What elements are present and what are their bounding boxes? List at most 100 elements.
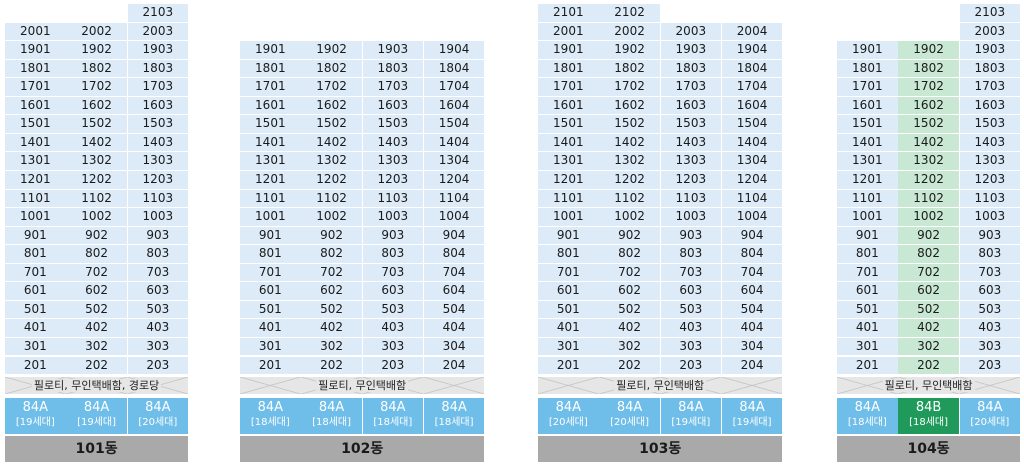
unit-cell: 1203 [127, 171, 189, 189]
unit-cell: 2003 [660, 22, 722, 41]
unit-cell: 804 [423, 245, 485, 263]
unit-cell: 1302 [599, 152, 660, 170]
unit-type-label: 84A [678, 400, 704, 415]
unit-type-label: 84A [977, 400, 1003, 415]
unit-cell: 1201 [5, 171, 66, 189]
unit-cell: 303 [959, 337, 1021, 356]
unit-cell: 803 [959, 245, 1021, 263]
unit-cell: 702 [66, 263, 127, 282]
unit-cell: 1302 [898, 152, 959, 170]
unit-cell: 602 [301, 282, 362, 300]
piloti-row: 필로티, 무인택배함 [538, 377, 783, 394]
household-count: [20세대] [138, 417, 178, 428]
unit-cell: 201 [5, 356, 66, 375]
unit-cell: 801 [240, 245, 301, 263]
unit-cell: 501 [240, 300, 301, 319]
building-name: 101동 [5, 436, 189, 462]
unit-cell: 1503 [127, 115, 189, 133]
unit-cell: 902 [66, 226, 127, 245]
unit-cell: 1003 [362, 208, 424, 226]
unit-cell: 1303 [362, 152, 424, 170]
unit-cell: 1201 [837, 171, 898, 189]
unit-cell: 903 [660, 226, 722, 245]
unit-cell: 303 [362, 337, 424, 356]
unit-cell: 1901 [240, 41, 301, 59]
unit-cell: 203 [660, 356, 722, 375]
unit-type-label: 84A [318, 400, 345, 415]
unit-cell: 2004 [721, 22, 783, 41]
unit-cell: 704 [423, 263, 485, 282]
unit-cell: 603 [660, 282, 722, 300]
unit-cell: 502 [599, 300, 660, 319]
unit-cell: 1001 [240, 208, 301, 226]
unit-cell: 402 [301, 319, 362, 337]
unit-cell: 304 [721, 337, 783, 356]
unit-type-box: 84A [18세대] [240, 398, 301, 434]
unit-cell: 1702 [599, 78, 660, 96]
unit-cell: 1502 [898, 115, 959, 133]
unit-cell: 901 [240, 226, 301, 245]
unit-cell: 1501 [538, 115, 599, 133]
unit-cell: 803 [127, 245, 189, 263]
unit-cell: 1103 [127, 189, 189, 208]
unit-cell: 1001 [5, 208, 66, 226]
unit-cell: 1603 [959, 96, 1021, 115]
unit-cell: 1903 [660, 41, 722, 59]
unit-cell: 502 [66, 300, 127, 319]
unit-cell: 1602 [599, 96, 660, 115]
unit-cell: 801 [5, 245, 66, 263]
household-count: [19세대] [732, 417, 772, 428]
piloti-label: 필로티, 무인택배함 [316, 379, 409, 392]
unit-cell: 1403 [660, 133, 722, 152]
unit-cell: 1503 [362, 115, 424, 133]
unit-cell: 904 [721, 226, 783, 245]
unit-cell: 1902 [599, 41, 660, 59]
unit-cell: 2001 [538, 22, 599, 41]
unit-type-label: 84A [441, 400, 467, 415]
unit-cell: 403 [127, 319, 189, 337]
unit-cell: 1404 [721, 133, 783, 152]
unit-cell: 1602 [898, 96, 959, 115]
household-count: [20세대] [610, 417, 650, 428]
unit-cell: 1204 [721, 171, 783, 189]
unit-cell: 1901 [538, 41, 599, 59]
unit-cell: 1104 [423, 189, 485, 208]
unit-cell: 1002 [898, 208, 959, 226]
piloti-row: 필로티, 무인택배함, 경로당 [5, 377, 189, 394]
unit-cell: 2102 [599, 4, 660, 22]
unit-cell: 1104 [721, 189, 783, 208]
household-count: [18세대] [909, 417, 949, 428]
unit-cell: 1402 [599, 133, 660, 152]
unit-type-box: 84A [19세대] [660, 398, 722, 434]
unit-cell: 604 [423, 282, 485, 300]
unit-cell: 1701 [538, 78, 599, 96]
building-name: 104동 [837, 436, 1021, 462]
unit-cell: 1803 [660, 59, 722, 78]
unit-cell: 402 [599, 319, 660, 337]
unit-cell: 1303 [127, 152, 189, 170]
hatch-line [240, 377, 301, 394]
unit-cell: 1902 [301, 41, 362, 59]
unit-cell: 401 [240, 319, 301, 337]
unit-cell: 503 [660, 300, 722, 319]
unit-cell: 202 [898, 356, 959, 375]
unit-cell: 301 [5, 337, 66, 356]
household-count: [18세대] [847, 417, 887, 428]
unit-cell: 404 [721, 319, 783, 337]
unit-type-box: 84A [18세대] [837, 398, 898, 434]
unit-cell: 501 [5, 300, 66, 319]
unit-type-label: 84A [22, 400, 49, 415]
unit-cell: 1601 [837, 96, 898, 115]
unit-cell: 702 [599, 263, 660, 282]
unit-cell: 2003 [959, 22, 1021, 41]
unit-cell: 902 [898, 226, 959, 245]
unit-cell: 1602 [66, 96, 127, 115]
unit-cell: 1503 [959, 115, 1021, 133]
unit-cell: 1802 [301, 59, 362, 78]
unit-cell: 1401 [837, 133, 898, 152]
unit-cell: 1202 [66, 171, 127, 189]
unit-cell: 301 [538, 337, 599, 356]
unit-type-label: 84A [145, 400, 171, 415]
unit-cell: 2003 [127, 22, 189, 41]
unit-cell: 903 [362, 226, 424, 245]
